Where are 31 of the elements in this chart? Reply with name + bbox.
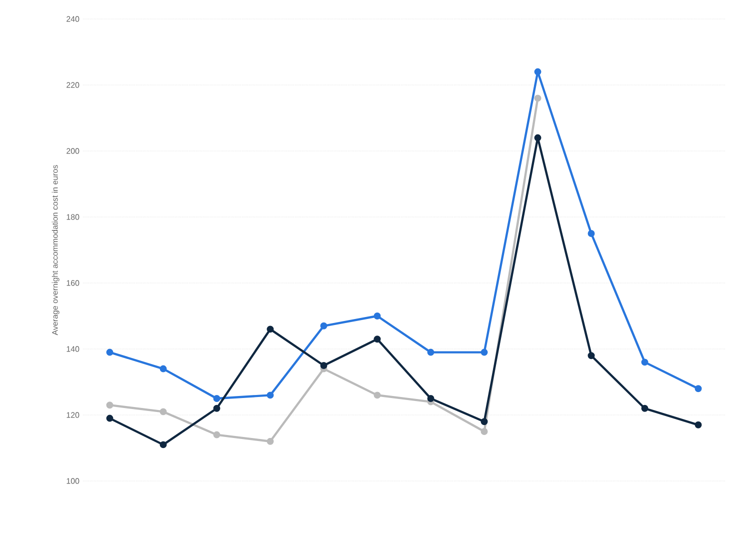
point [106,402,114,409]
point [266,438,274,445]
point [534,68,542,76]
point [266,392,274,399]
point [160,365,167,372]
point [641,358,648,366]
point [106,414,114,422]
point [641,404,648,412]
point [588,230,595,237]
point [588,352,595,360]
point [213,431,220,438]
point [320,322,328,330]
point [320,362,328,369]
point [106,348,114,356]
point [374,312,381,320]
point [480,428,488,435]
point [480,418,488,426]
point [694,421,702,428]
point [374,336,381,343]
point [266,326,274,333]
point [480,348,488,356]
point [427,348,434,356]
point [160,408,167,416]
point [534,94,542,102]
point [213,404,220,412]
point [160,441,167,448]
point [534,134,542,142]
point [427,395,434,402]
point [374,392,381,399]
point [694,385,702,392]
point [213,395,220,402]
